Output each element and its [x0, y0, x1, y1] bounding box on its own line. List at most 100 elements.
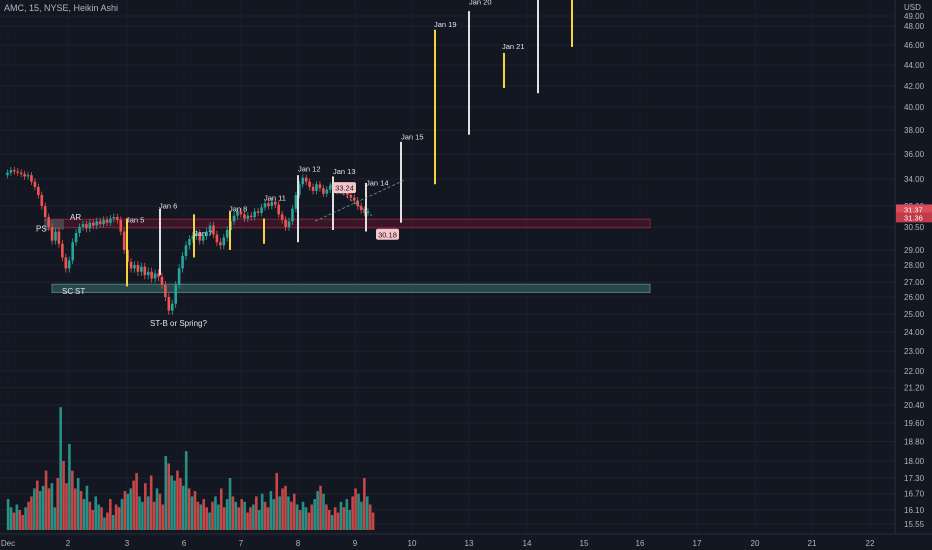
- volume-bar: [152, 501, 156, 530]
- candle-body: [26, 175, 30, 177]
- volume-bar: [199, 504, 203, 530]
- y-tick-label: 27.00: [904, 278, 925, 287]
- volume-bar: [120, 499, 124, 530]
- candle-body: [263, 203, 267, 208]
- volume-bar: [111, 515, 115, 530]
- volume-bar: [313, 499, 316, 530]
- volume-bar: [71, 470, 74, 530]
- y-tick-label: 15.55: [904, 520, 925, 529]
- volume-bar: [123, 491, 127, 530]
- volume-bar: [292, 493, 296, 530]
- volume-bar: [164, 456, 168, 530]
- candle-body: [164, 284, 167, 297]
- candle-body: [50, 227, 54, 241]
- volume-bar: [263, 501, 267, 530]
- candle-body: [40, 195, 44, 206]
- volume-bar: [287, 496, 290, 530]
- volume-bar: [225, 499, 229, 530]
- candle-body: [352, 197, 356, 201]
- volume-bar: [304, 507, 308, 530]
- candle-body: [105, 219, 109, 223]
- volume-bar: [161, 504, 165, 530]
- candle-body: [133, 265, 136, 269]
- candle-body: [177, 268, 181, 285]
- volume-bar: [73, 488, 77, 530]
- candle-body: [43, 206, 47, 218]
- candle-body: [222, 237, 226, 246]
- y-tick-label: 24.00: [904, 328, 925, 337]
- y-tick-label: 44.00: [904, 61, 925, 70]
- y-tick-label: 26.00: [904, 293, 925, 302]
- y-tick-label: 17.30: [904, 474, 925, 483]
- x-tick-label: 22: [866, 539, 875, 548]
- y-tick-label: 22.00: [904, 367, 925, 376]
- volume-bar: [246, 512, 249, 530]
- volume-bar: [12, 512, 16, 530]
- candle-body: [291, 208, 294, 222]
- candle-body: [359, 206, 363, 211]
- y-tick-label: 29.00: [904, 246, 925, 255]
- symbol-header[interactable]: AMC, 15, NYSE, Heikin Ashi: [4, 3, 119, 13]
- candle-body: [349, 195, 353, 198]
- candle-body: [277, 204, 281, 215]
- volume-bar: [307, 512, 311, 530]
- volume-bar: [15, 504, 19, 530]
- volume-bar: [240, 499, 243, 530]
- volume-bar: [33, 488, 36, 530]
- candle-body: [188, 239, 191, 246]
- candle-body: [315, 184, 318, 191]
- volume-bar: [208, 512, 211, 530]
- x-tick-label: 15: [580, 539, 589, 548]
- price-callout: 30.18: [378, 230, 397, 239]
- candle-body: [267, 203, 270, 206]
- candle-body: [205, 231, 208, 237]
- candle-body: [112, 217, 116, 219]
- volume-bar: [339, 501, 343, 530]
- x-tick-label: 20: [751, 539, 760, 548]
- candle-body: [30, 175, 33, 182]
- candle-body: [153, 273, 157, 279]
- price-callout: 33.24: [335, 184, 354, 193]
- volume-bar: [284, 485, 287, 530]
- candle-body: [157, 273, 160, 277]
- candle-body: [146, 271, 150, 276]
- date-label: Jan 21: [502, 42, 525, 51]
- volume-bar: [252, 504, 255, 530]
- candle-body: [140, 266, 143, 272]
- x-tick-label: 10: [408, 539, 417, 548]
- volume-bar: [176, 470, 179, 530]
- volume-bar: [106, 512, 109, 530]
- candle-body: [198, 233, 202, 241]
- volume-bar: [30, 496, 33, 530]
- volume-bar: [310, 504, 314, 530]
- volume-bar: [68, 443, 71, 530]
- volume-bar: [231, 496, 235, 530]
- volume-bar: [76, 478, 80, 530]
- close-price-badge-bg: [896, 212, 932, 223]
- y-tick-label: 18.00: [904, 457, 925, 466]
- candle-body: [195, 233, 198, 237]
- x-tick-label: 3: [125, 539, 130, 548]
- volume-bar: [109, 499, 112, 530]
- candle-body: [246, 215, 250, 219]
- volume-bar: [135, 473, 138, 530]
- candle-body: [95, 221, 99, 226]
- volume-bar: [44, 470, 48, 530]
- volume-bar: [65, 483, 68, 530]
- x-tick-label: 21: [808, 539, 817, 548]
- volume-bar: [243, 501, 246, 530]
- volume-bar: [114, 504, 118, 530]
- wyckoff-annotation: SC: [62, 287, 73, 296]
- candle-body: [37, 186, 40, 196]
- volume-bar: [325, 504, 328, 530]
- x-tick-label: 9: [353, 539, 358, 548]
- volume-bar: [371, 512, 375, 530]
- volume-bar: [357, 493, 360, 530]
- candle-body: [23, 173, 26, 177]
- volume-bar: [38, 491, 42, 530]
- candle-body: [160, 276, 164, 285]
- volume-bar: [117, 507, 121, 530]
- price-callout-bg: [333, 182, 356, 194]
